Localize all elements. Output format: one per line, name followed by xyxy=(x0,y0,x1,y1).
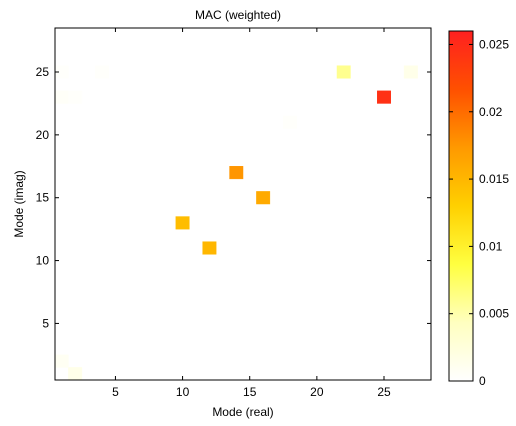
x-tick-label: 10 xyxy=(176,385,190,399)
y-tick-label: 5 xyxy=(42,316,49,330)
y-axis: 5 10 15 20 25 xyxy=(36,65,431,330)
colorbar-tick-label: 0.015 xyxy=(479,172,509,186)
heatmap-cell xyxy=(175,216,190,230)
colorbar-frame xyxy=(448,30,474,382)
x-tick-label: 15 xyxy=(243,385,257,399)
plot-area xyxy=(55,28,431,380)
heatmap-cell xyxy=(336,65,351,79)
chart-title: MAC (weighted) xyxy=(195,8,281,22)
y-tick-label: 25 xyxy=(36,65,50,79)
y-tick-label: 20 xyxy=(36,128,50,142)
colorbar-tick-label: 0.02 xyxy=(479,105,503,119)
x-axis: 5 10 15 20 25 xyxy=(112,28,391,399)
y-axis-label: Mode (imag) xyxy=(12,170,26,237)
colorbar-tick-label: 0.005 xyxy=(479,307,509,321)
heatmap-cell xyxy=(403,65,418,79)
heatmap-cell xyxy=(68,367,83,381)
colorbar-ticks: 0 0.005 0.01 0.015 0.02 0.025 xyxy=(449,37,509,388)
heatmap-cell xyxy=(202,241,217,255)
heatmap-cell xyxy=(256,191,271,205)
x-tick-label: 25 xyxy=(377,385,391,399)
x-tick-label: 20 xyxy=(310,385,324,399)
colorbar-gradient xyxy=(449,31,473,381)
heatmap-cell xyxy=(229,166,244,180)
x-axis-label: Mode (real) xyxy=(212,405,273,419)
colorbar-tick-label: 0 xyxy=(479,374,486,388)
colorbar-tick-label: 0.01 xyxy=(479,239,503,253)
x-tick-label: 5 xyxy=(112,385,119,399)
heatmap-cell xyxy=(283,115,297,129)
heatmap-cell xyxy=(68,90,83,104)
plot-frame xyxy=(54,27,432,381)
heatmap-cell xyxy=(54,354,69,368)
heatmap-cell xyxy=(377,90,391,104)
y-tick-label: 10 xyxy=(36,254,50,268)
colorbar-tick-label: 0.025 xyxy=(479,37,509,51)
y-tick-label: 15 xyxy=(36,191,50,205)
heatmap-cell xyxy=(54,90,69,104)
heatmap-cell xyxy=(95,65,109,79)
